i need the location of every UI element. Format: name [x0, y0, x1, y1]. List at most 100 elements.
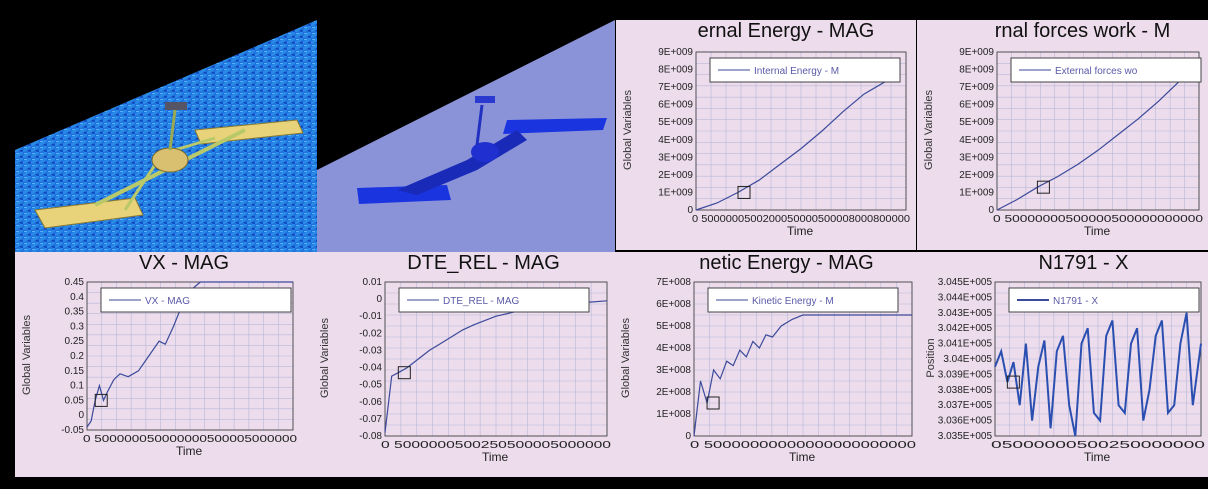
y-tick-label: 7E+008	[656, 277, 691, 288]
y-tick-label: 0.3	[70, 321, 84, 332]
y-tick-label: -0.06	[359, 397, 382, 408]
y-tick-label: 9E+009	[658, 47, 693, 58]
y-tick-label: 0	[685, 431, 691, 442]
chart-title: rnal forces work - M	[994, 20, 1171, 42]
legend-label: Internal Energy - M	[754, 66, 839, 77]
legend-label: N1791 - X	[1053, 296, 1098, 307]
y-tick-label: -0.05	[61, 425, 84, 436]
legend-label: External forces wo	[1055, 66, 1138, 77]
blue-model-render	[317, 20, 615, 252]
y-tick-label: 3.038E+005	[938, 385, 993, 396]
series-line	[996, 81, 1180, 211]
chart-title: VX - MAG	[138, 252, 229, 274]
y-tick-label: 0	[988, 205, 994, 216]
chart-title: netic Energy - MAG	[699, 252, 874, 274]
y-tick-label: 1E+008	[656, 409, 691, 420]
y-tick-label: 0.01	[363, 277, 383, 288]
chart-title: N1791 - X	[1038, 252, 1129, 274]
y-axis-label: Position	[925, 338, 937, 378]
chart-svg: 9E+009 8E+009 7E+009 6E+009 5E+009 4E+009 3E+0…	[658, 47, 910, 225]
y-tick-label: 0	[687, 205, 693, 216]
y-tick-label: 9E+009	[959, 47, 994, 58]
x-tick-labels: 0 50000000000000000000000	[690, 440, 917, 451]
marker-square[interactable]	[397, 366, 411, 380]
y-tick-label: 0.15	[65, 366, 85, 377]
y-tick-label: -0.07	[359, 414, 382, 425]
y-tick-label: 5E+009	[959, 117, 994, 128]
y-tick-label: 3E+009	[658, 152, 693, 163]
marker-square[interactable]	[706, 396, 720, 410]
y-tick-label: 5E+008	[656, 321, 691, 332]
x-axis-label: Time	[789, 450, 816, 464]
y-tick-label: 0.25	[65, 336, 85, 347]
legend-label: DTE_REL - MAG	[443, 296, 520, 307]
y-tick-label: 3.043E+005	[938, 308, 993, 319]
legend-label: VX - MAG	[145, 296, 190, 307]
y-tick-label: 4E+009	[658, 135, 693, 146]
y-tick-label: 0	[78, 410, 84, 421]
y-tick-label: -0.01	[359, 311, 382, 322]
y-tick-label: 3.04E+005	[943, 354, 992, 365]
marker-square[interactable]	[1036, 180, 1050, 194]
series-line	[86, 281, 293, 428]
plot-area	[86, 281, 294, 431]
y-tick-label: -0.03	[359, 345, 382, 356]
x-axis-label: Time	[176, 444, 203, 458]
y-tick-label: 1E+009	[959, 187, 994, 198]
internal-energy-chart-panel: ernal Energy - MAG 9E+009 8E+009 7E+009 6E+0…	[616, 20, 916, 250]
y-axis-label: Global Variables	[21, 315, 33, 395]
x-tick-labels: 0 5000000500200050000500008000800000	[692, 214, 910, 225]
yellow-model-render	[15, 20, 317, 252]
y-tick-label: 3.045E+005	[938, 277, 993, 288]
x-axis-label: Time	[1084, 450, 1111, 464]
y-tick-label: -0.08	[359, 431, 382, 442]
n1791-x-chart-panel: N1791 - X 3.045E+005 3.044E+005 3.043E+005 3…	[919, 252, 1208, 477]
y-tick-label: 7E+009	[959, 82, 994, 93]
y-tick-label: 3.035E+005	[938, 431, 993, 442]
x-axis-label: Time	[787, 224, 814, 238]
plot-area	[693, 281, 913, 437]
y-tick-label: -0.02	[359, 328, 382, 339]
y-tick-label: 3.044E+005	[938, 292, 993, 303]
series-line	[693, 314, 912, 437]
y-tick-label: 0.4	[70, 292, 84, 303]
y-tick-label: 2E+009	[658, 170, 693, 181]
plot-area	[695, 51, 907, 211]
marker-square[interactable]	[737, 185, 751, 199]
series-line	[695, 81, 886, 211]
y-tick-label: 3.041E+005	[938, 339, 993, 350]
y-tick-label: 8E+009	[959, 65, 994, 76]
marker-square[interactable]	[1006, 375, 1020, 389]
y-tick-label: 0.45	[65, 277, 85, 288]
marker-square[interactable]	[94, 393, 108, 407]
y-axis-label: Global Variables	[622, 90, 634, 170]
dte-rel-mag-chart-panel: DTE_REL - MAG 0.01 0 -0.01 -0.02 -0.03 -0.04 -0…	[313, 252, 614, 477]
x-axis-label: Time	[1084, 224, 1111, 238]
chart-title: DTE_REL - MAG	[407, 252, 560, 274]
chart-title: ernal Energy - MAG	[697, 20, 875, 42]
yellow-model-image	[15, 20, 317, 252]
y-tick-label: -0.05	[359, 380, 382, 391]
y-tick-label: 3E+008	[656, 365, 691, 376]
y-tick-label: 3.036E+005	[938, 416, 993, 427]
x-tick-labels: 05000000500250000000	[991, 440, 1206, 451]
y-axis-label: Global Variables	[620, 318, 632, 398]
y-tick-label: 0.2	[70, 351, 84, 362]
blue-model-image	[317, 20, 615, 252]
y-tick-label: 2E+009	[959, 170, 994, 181]
plot-area	[994, 281, 1202, 437]
y-axis-label: Global Variables	[319, 318, 331, 398]
x-tick-labels: 0 50000000500000500000000000	[993, 214, 1204, 225]
chart-svg: 9E+009 8E+009 7E+009 6E+009 5E+009 4E+009 3E+0…	[959, 47, 1204, 225]
chart-svg: 0.45 0.4 0.35 0.3 0.25 0.2 0.15 0.1 0.05 0 -0.050 …	[61, 277, 298, 445]
vx-mag-chart-panel: VX - MAG 0.45 0.4 0.35 0.3 0.25 0.2 0.15 0.1 0.05…	[15, 252, 313, 477]
y-axis-label: Global Variables	[923, 90, 935, 170]
y-tick-label: 6E+009	[658, 100, 693, 111]
kinetic-energy-chart-panel: netic Energy - MAG 7E+008 6E+008 5E+008 4E+0…	[614, 252, 919, 477]
y-tick-label: 5E+009	[658, 117, 693, 128]
series-line	[994, 312, 1202, 437]
x-tick-labels: 0 500000050000000500005000000	[83, 434, 298, 445]
legend-label: Kinetic Energy - M	[752, 296, 834, 307]
y-tick-label: 1E+009	[658, 187, 693, 198]
